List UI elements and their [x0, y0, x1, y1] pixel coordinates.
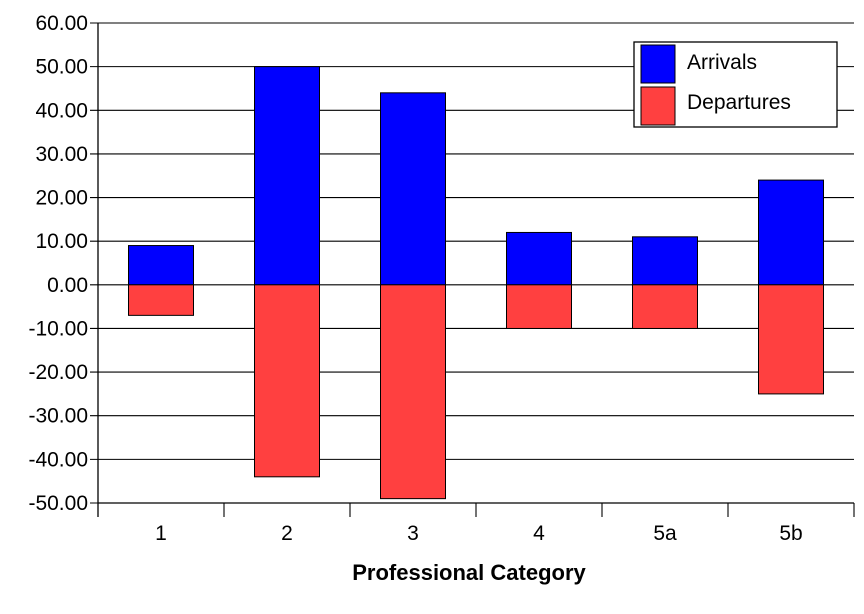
- bar-arrivals-3: [380, 92, 446, 286]
- bar-departures-5a: [632, 284, 698, 329]
- y-tick-label: 0.00: [47, 274, 88, 297]
- bar-departures-4: [506, 284, 572, 329]
- bar-arrivals-5a: [632, 236, 698, 286]
- y-tick-label: -30.00: [28, 405, 88, 428]
- x-tick-label: 3: [407, 522, 419, 545]
- y-tick-label: -40.00: [28, 448, 88, 471]
- bar-departures-5b: [758, 284, 824, 395]
- legend-label-arrivals: Arrivals: [687, 51, 757, 74]
- y-tick-label: -10.00: [28, 317, 88, 340]
- y-tick-label: -50.00: [28, 492, 88, 515]
- x-tick-label: 4: [533, 522, 545, 545]
- bar-arrivals-1: [128, 245, 194, 286]
- bar-arrivals-4: [506, 231, 572, 286]
- bar-departures-2: [254, 284, 320, 478]
- y-tick-label: 10.00: [35, 230, 88, 253]
- bars: [128, 66, 824, 500]
- x-tick-label: 2: [281, 522, 293, 545]
- x-tick-labels: 1 2 3 4 5a 5b: [155, 503, 855, 545]
- y-tick-label: 50.00: [35, 56, 88, 79]
- legend: Arrivals Departures: [633, 41, 838, 128]
- y-tick-label: 60.00: [35, 12, 88, 35]
- legend-swatch-departures: [640, 86, 676, 126]
- y-tick-label: -20.00: [28, 361, 88, 384]
- bar-departures-1: [128, 284, 194, 316]
- y-tick-label: 20.00: [35, 187, 88, 210]
- x-tick-label: 5b: [779, 522, 802, 545]
- x-tick-label: 5a: [653, 522, 677, 545]
- y-tick-label: 40.00: [35, 99, 88, 122]
- bar-arrivals-2: [254, 66, 320, 286]
- x-axis-label: Professional Category: [352, 560, 586, 585]
- bar-departures-3: [380, 284, 446, 500]
- bar-arrivals-5b: [758, 179, 824, 286]
- x-tick-label: 1: [155, 522, 167, 545]
- legend-label-departures: Departures: [687, 91, 791, 114]
- y-tick-labels: 60.00 50.00 40.00 30.00 20.00 10.00 0.00 -10.00…: [28, 12, 88, 515]
- y-tick-label: 30.00: [35, 143, 88, 166]
- legend-swatch-arrivals: [640, 44, 676, 84]
